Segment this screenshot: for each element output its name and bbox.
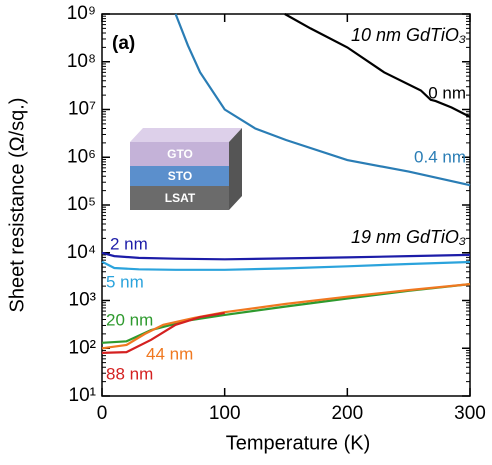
annotation: 19 nm GdTiO₃ (351, 227, 466, 247)
y-axis-label: Sheet resistance (Ω/sq.) (6, 97, 28, 312)
x-tick-label: 100 (209, 403, 241, 424)
inset-label: STO (168, 169, 192, 183)
y-tick-label: 10⁴ (67, 242, 96, 263)
series-label: 0 nm (428, 83, 466, 102)
inset-label: LSAT (165, 191, 196, 205)
inset-top (130, 128, 242, 142)
x-axis-label: Temperature (K) (226, 432, 371, 454)
y-tick-label: 10⁵ (67, 194, 96, 215)
y-tick-label: 10³ (69, 290, 96, 311)
series-label: 44 nm (146, 344, 193, 363)
y-tick-label: 10⁸ (67, 51, 96, 72)
y-tick-label: 10⁷ (68, 99, 96, 120)
panel-label: (a) (112, 33, 135, 54)
series-label: 2 nm (110, 234, 148, 253)
annotation: 10 nm GdTiO₃ (351, 25, 466, 45)
x-tick-label: 300 (454, 403, 486, 424)
y-tick-label: 10⁶ (67, 146, 96, 167)
inset-side (229, 128, 242, 210)
inset-stack: GTO STO LSAT (130, 128, 242, 210)
chart: Temperature (K) Sheet resistance (Ω/sq.)… (0, 0, 492, 460)
series-label: 0.4 nm (414, 147, 466, 166)
series-label: 20 nm (106, 310, 153, 329)
y-tick-label: 10⁹ (67, 3, 96, 24)
series-line (102, 284, 470, 343)
series-label: 5 nm (106, 272, 144, 291)
series-line (102, 253, 470, 259)
series-line (102, 284, 470, 348)
inset-label: GTO (167, 147, 193, 161)
y-tick-label: 10¹ (69, 385, 96, 406)
x-tick-label: 200 (331, 403, 363, 424)
series-line (102, 262, 470, 270)
x-tick-label: 0 (97, 403, 108, 424)
series-label: 88 nm (106, 364, 153, 383)
y-tick-label: 10² (69, 337, 96, 358)
